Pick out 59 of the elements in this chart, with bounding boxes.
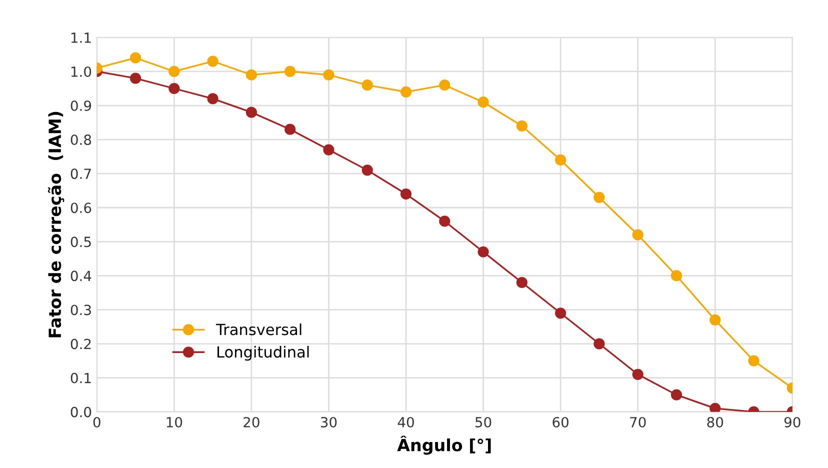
- x-tick-label: 90: [784, 416, 800, 428]
- point: [516, 120, 528, 132]
- point: [439, 80, 450, 91]
- x-tick-label: 80: [707, 416, 724, 428]
- point: [246, 106, 257, 118]
- x-axis-title: Ângulo [°]: [397, 436, 491, 455]
- point: [516, 276, 528, 288]
- point: [478, 96, 489, 108]
- x-tick-label: 70: [630, 416, 646, 428]
- y-tick-label: 1.0: [71, 66, 92, 77]
- y-tick-label: 0.8: [70, 134, 92, 146]
- x-tick-label: 20: [244, 416, 260, 428]
- point: [323, 144, 334, 156]
- y-tick-label: 0.9: [70, 100, 92, 111]
- y-tick-label: 0.3: [70, 304, 91, 316]
- point: [670, 389, 682, 400]
- y-tick-label: 0.1: [70, 372, 91, 384]
- point: [710, 314, 721, 326]
- point: [130, 72, 142, 84]
- x-tick-label: 10: [166, 416, 182, 428]
- x-tick-label: 50: [476, 416, 492, 428]
- point: [594, 192, 605, 203]
- x-tick-label: 30: [320, 416, 337, 428]
- y-tick-label: 0.7: [70, 168, 91, 180]
- point: [168, 66, 180, 78]
- point: [284, 66, 296, 78]
- point: [400, 86, 412, 98]
- point: [555, 308, 566, 319]
- point: [284, 124, 296, 135]
- y-axis-title: Fator de correção (IAM): [48, 112, 64, 338]
- point: [168, 82, 180, 94]
- point: [246, 69, 257, 80]
- legend-label: Transversal: [216, 323, 302, 336]
- point: [362, 80, 373, 91]
- x-tick-label: 60: [552, 416, 568, 428]
- y-tick-label: 1.1: [71, 32, 91, 43]
- y-tick-label: 0.5: [70, 236, 91, 248]
- y-tick-label: 0.4: [70, 270, 92, 282]
- point: [555, 154, 566, 166]
- point: [207, 93, 218, 104]
- point: [439, 216, 450, 227]
- point: [478, 246, 489, 258]
- point: [323, 69, 334, 80]
- y-tick-label: 0.6: [70, 202, 92, 214]
- point: [130, 52, 142, 64]
- point: [207, 56, 218, 67]
- point: [632, 229, 644, 240]
- y-tick-label: 0.2: [70, 338, 91, 350]
- y-tick-label: 0.0: [70, 406, 92, 418]
- legend-label: Longitudinal: [218, 346, 309, 361]
- x-tick-label: 40: [398, 416, 414, 428]
- point: [748, 355, 760, 366]
- point: [400, 188, 412, 200]
- point: [594, 338, 605, 350]
- point: [710, 402, 721, 412]
- point: [632, 368, 644, 380]
- x-tick-label: 0: [93, 416, 100, 428]
- point: [670, 270, 682, 282]
- point: [362, 164, 373, 176]
